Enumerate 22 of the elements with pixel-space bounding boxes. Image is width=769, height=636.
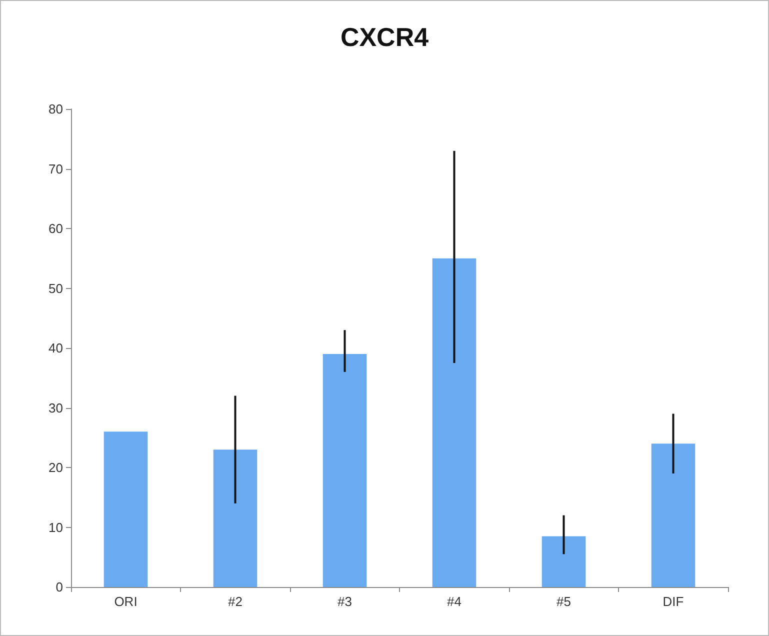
chart-title: CXCR4 <box>340 22 430 52</box>
y-tick-label: 70 <box>48 161 63 176</box>
y-tick-label: 10 <box>48 520 63 535</box>
y-tick-label: 30 <box>48 400 63 416</box>
y-tick-label: 60 <box>48 221 63 236</box>
bar <box>322 354 367 587</box>
bar <box>651 444 696 587</box>
y-tick-label: 0 <box>56 580 63 594</box>
x-tick-label: DIF <box>662 594 684 609</box>
bar <box>432 258 476 587</box>
y-tick-label: 20 <box>48 460 63 475</box>
bar <box>542 536 586 587</box>
x-tick-label: #2 <box>228 594 242 609</box>
x-tick-label: #4 <box>447 594 462 609</box>
y-tick-label: 80 <box>48 102 63 116</box>
bar <box>104 432 148 587</box>
x-tick-label: #5 <box>556 594 571 609</box>
x-tick-label: #3 <box>338 594 352 609</box>
bar <box>213 450 258 587</box>
y-tick-label: 40 <box>48 340 63 356</box>
x-tick-label: ORI <box>114 594 138 609</box>
y-tick-label: 50 <box>48 280 63 296</box>
